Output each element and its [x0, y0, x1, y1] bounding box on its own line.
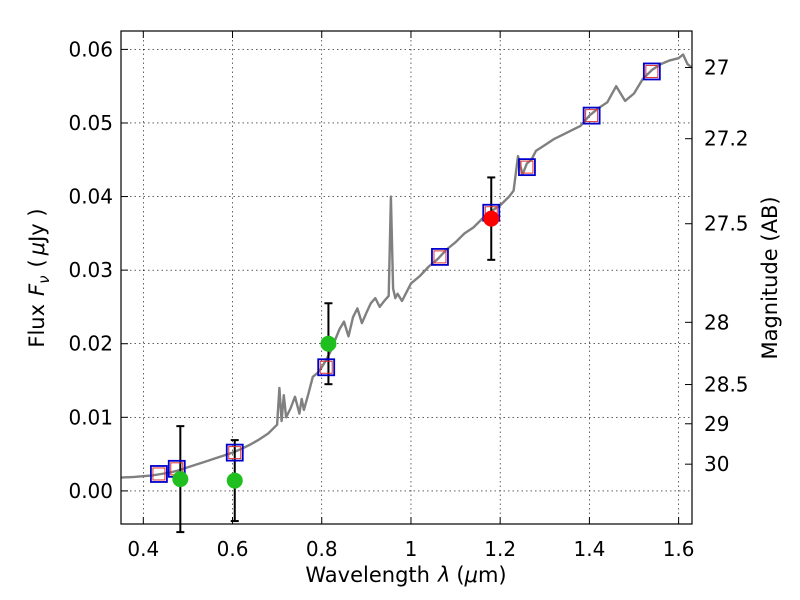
model-photometry-square-inner — [319, 360, 333, 374]
y2-tick-label: 27.2 — [704, 127, 749, 151]
model-photometry-square-inner — [520, 160, 534, 174]
y-tick-label: 0.04 — [68, 185, 113, 209]
y-tick-label: 0.03 — [68, 258, 113, 282]
nondetection-point — [172, 471, 189, 488]
marker-layer — [150, 62, 661, 489]
y-axis-label-symbol: F — [25, 283, 49, 296]
detection-point — [483, 210, 500, 227]
x-tick-label: 0.8 — [306, 537, 338, 561]
grid — [121, 31, 692, 524]
y-axis-label-unit-rest: Jy ) — [25, 208, 49, 244]
y-axis-label-subscript: ν — [35, 275, 53, 283]
y-axis-label: Flux Fν ( μJy ) — [25, 208, 53, 347]
x-axis-label-symbol: λ — [437, 563, 450, 587]
model-photometry-square-inner — [645, 64, 659, 78]
model-photometry-square-inner — [228, 446, 242, 460]
model-photometry-square — [225, 443, 244, 462]
x-axis-label-unit-rest: m) — [478, 563, 507, 587]
x-axis-label-text: Wavelength — [305, 563, 430, 587]
model-photometry-square — [431, 247, 449, 266]
model-photometry-square — [150, 465, 168, 483]
plot-frame — [120, 30, 693, 525]
y-tick-label: 0.00 — [68, 479, 113, 503]
x-tick-label: 1 — [405, 537, 418, 561]
model-photometry-square-inner — [585, 109, 599, 123]
spectrum-layer — [121, 53, 692, 479]
model-photometry-square-inner — [433, 250, 447, 264]
y2-axis-label: Magnitude (AB) — [758, 196, 782, 359]
x-axis-label: Wavelength λ (μm) — [305, 563, 506, 587]
y-axis-label-unit-mu: μ — [25, 242, 49, 256]
spectrum-line — [121, 53, 692, 479]
y2-tick-label: 30 — [704, 452, 729, 476]
model-photometry-square — [642, 62, 661, 81]
x-tick-label: 0.6 — [217, 537, 249, 561]
y-axis-label-unit-open: ( — [25, 259, 49, 267]
model-photometry-square — [317, 358, 336, 377]
x-tick-label: 1.2 — [484, 537, 516, 561]
model-photometry-square — [518, 158, 536, 177]
nondetection-point — [226, 472, 243, 489]
x-tick-label: 1.6 — [663, 537, 695, 561]
y-tick-label: 0.06 — [68, 37, 113, 61]
y2-tick-label: 29 — [704, 412, 729, 436]
y2-tick-label: 27 — [704, 55, 729, 79]
y-tick-label: 0.02 — [68, 332, 113, 356]
y-axis-label-text: Flux — [25, 304, 49, 348]
model-photometry-square-inner — [152, 467, 166, 481]
y-tick-label: 0.05 — [68, 111, 113, 135]
y-tick-label: 0.01 — [68, 405, 113, 429]
model-photometry-square — [582, 106, 601, 125]
x-axis-label-unit-mu: μ — [464, 563, 478, 587]
x-tick-label: 1.4 — [573, 537, 605, 561]
tick-layer: 0.4 0.6 0.8 1 1.2 1.4 1.6 0.00 0.01 0.02 0.03 0.04 0… — [68, 31, 749, 561]
nondetection-point — [320, 335, 337, 352]
x-axis-label-unit-open: ( — [456, 563, 464, 587]
x-tick-label: 0.4 — [127, 537, 159, 561]
y2-tick-label: 27.5 — [704, 212, 749, 236]
y2-tick-label: 28.5 — [704, 373, 749, 397]
y2-tick-label: 28 — [704, 310, 729, 334]
